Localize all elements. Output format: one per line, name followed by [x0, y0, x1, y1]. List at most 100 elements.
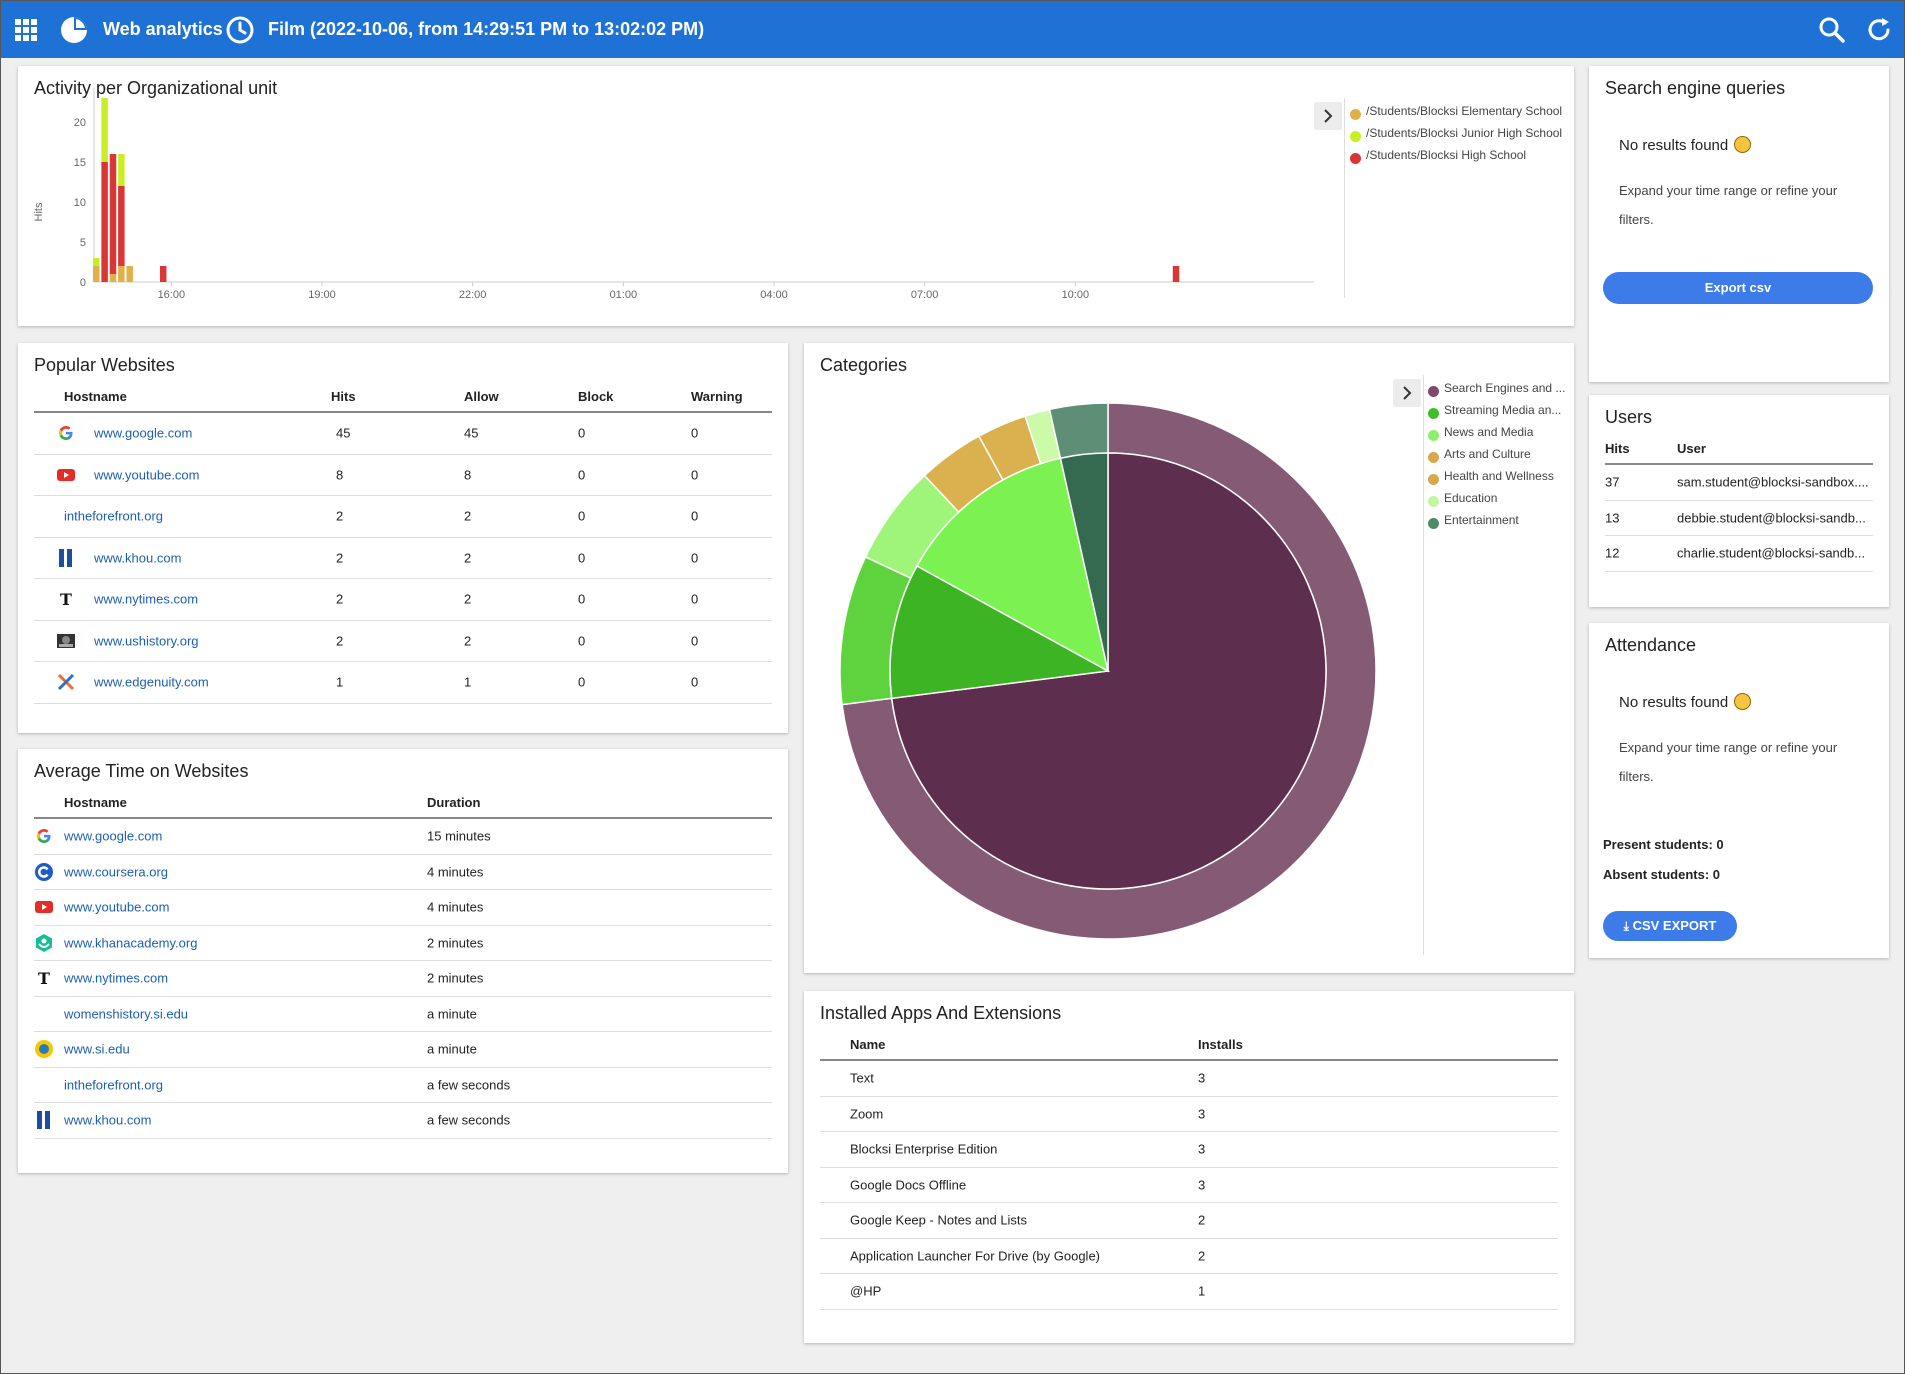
bar-segment[interactable]: [109, 274, 117, 282]
no-results-message: No results found: [1619, 136, 1752, 154]
bar-segment[interactable]: [126, 266, 133, 282]
activity-title: Activity per Organizational unit: [34, 78, 278, 98]
average-time-title: Average Time on Websites: [34, 761, 249, 781]
header-hits: Hits: [331, 389, 356, 404]
header-warning: Warning: [691, 389, 743, 404]
neutral-face-icon: [1734, 136, 1752, 153]
hostname-link[interactable]: www.google.com: [94, 425, 193, 441]
hostname-link[interactable]: www.ushistory.org: [94, 633, 199, 649]
x-tick-label: 01:00: [610, 289, 638, 301]
present-students: Present students: 0: [1603, 837, 1724, 852]
chevron-right-icon: [1324, 109, 1333, 123]
hostname-link[interactable]: www.khou.com: [64, 1112, 152, 1128]
categories-legend-item[interactable]: Search Engines and ...: [1428, 381, 1565, 403]
user-hits-value: 37: [1605, 474, 1620, 490]
export-csv-button[interactable]: Export csv: [1603, 272, 1873, 304]
hostname-link[interactable]: www.nytimes.com: [94, 591, 199, 607]
legend-swatch: [1350, 131, 1361, 142]
app-name: @HP: [850, 1283, 882, 1299]
bar-segment[interactable]: [93, 266, 100, 282]
outer-ring-slice[interactable]: [1048, 402, 1109, 460]
x-tick-label: 10:00: [1062, 289, 1090, 301]
table-row: www.edgenuity.com 1 1 0 0: [34, 662, 772, 704]
activity-legend-item[interactable]: /Students/Blocksi Junior High School: [1350, 126, 1562, 148]
hostname-link[interactable]: intheforefront.org: [64, 508, 164, 524]
activity-legend-item[interactable]: /Students/Blocksi Elementary School: [1350, 104, 1562, 126]
bar-segment[interactable]: [118, 154, 125, 186]
y-tick-label: 20: [74, 117, 86, 129]
installs-value: 2: [1198, 1248, 1206, 1264]
categories-legend-item[interactable]: Streaming Media an...: [1428, 403, 1565, 425]
categories-legend-item[interactable]: Education: [1428, 491, 1565, 513]
categories-legend-item[interactable]: Arts and Culture: [1428, 447, 1565, 469]
apps-grid-icon[interactable]: [15, 19, 37, 41]
y-tick-label: 15: [74, 157, 86, 169]
legend-swatch: [1428, 452, 1439, 463]
activity-legend: /Students/Blocksi Elementary School/Stud…: [1350, 104, 1562, 170]
bar-segment[interactable]: [101, 162, 108, 282]
bar-segment[interactable]: [1172, 266, 1180, 282]
categories-legend-item[interactable]: Entertainment: [1428, 513, 1565, 535]
table-row: www.youtube.com 4 minutes: [34, 890, 772, 926]
hostname-link[interactable]: www.khou.com: [94, 550, 182, 566]
table-row: www.khou.com 2 2 0 0: [34, 538, 772, 579]
categories-legend-item[interactable]: News and Media: [1428, 425, 1565, 447]
installed-apps-title: Installed Apps And Extensions: [820, 1003, 1062, 1023]
allow-value: 8: [464, 467, 472, 483]
average-time-card: Average Time on Websites Hostname Durati…: [18, 749, 788, 1173]
search-icon[interactable]: [1818, 16, 1846, 44]
activity-legend-item[interactable]: /Students/Blocksi High School: [1350, 148, 1562, 170]
edgenuity-icon: [56, 672, 76, 692]
table-row: 37 sam.student@blocksi-sandbox....: [1605, 465, 1873, 501]
hostname-link[interactable]: www.khanacademy.org: [64, 935, 198, 951]
hostname-link[interactable]: womenshistory.si.edu: [64, 1006, 189, 1022]
bar-segment[interactable]: [118, 186, 125, 266]
bar-segment[interactable]: [101, 98, 108, 162]
no-results-text: No results found: [1619, 694, 1729, 711]
user-email: sam.student@blocksi-sandbox....: [1677, 474, 1869, 490]
clock-icon[interactable]: [225, 15, 255, 45]
inner-pie-slice[interactable]: [889, 564, 1111, 700]
bar-segment[interactable]: [93, 258, 100, 266]
legend-label: Search Engines and ...: [1444, 381, 1566, 395]
legend-toggle-button[interactable]: [1314, 102, 1342, 130]
categories-legend-toggle[interactable]: [1393, 379, 1421, 407]
categories-legend-item[interactable]: Health and Wellness: [1428, 469, 1565, 491]
hostname-link[interactable]: www.youtube.com: [64, 899, 170, 915]
legend-label: /Students/Blocksi Junior High School: [1366, 126, 1563, 140]
hostname-link[interactable]: www.si.edu: [64, 1041, 130, 1057]
svg-text:T: T: [60, 590, 72, 609]
bar-segment[interactable]: [118, 266, 125, 282]
table-row: Google Docs Offline 3: [820, 1168, 1558, 1203]
legend-swatch: [1350, 109, 1361, 120]
legend-label: Arts and Culture: [1444, 447, 1531, 461]
average-time-table: Hostname Duration www.google.com 15 minut…: [34, 783, 772, 1139]
time-range-label[interactable]: Film (2022-10-06, from 14:29:51 PM to 13…: [268, 19, 705, 39]
csv-export-button[interactable]: ⤓ CSV EXPORT: [1603, 911, 1737, 941]
hostname-link[interactable]: www.nytimes.com: [64, 970, 169, 986]
block-value: 0: [578, 591, 586, 607]
installed-apps-table: Name Installs Text 3 Zoom 3 Blocksi Enterpri…: [820, 1025, 1558, 1310]
hits-value: 2: [336, 508, 344, 524]
coursera-icon: [34, 862, 54, 882]
refresh-icon[interactable]: [1865, 16, 1893, 44]
inner-pie-slice[interactable]: [915, 457, 1110, 673]
table-row: www.google.com 15 minutes: [34, 819, 772, 855]
hostname-link[interactable]: www.edgenuity.com: [94, 674, 209, 690]
hostname-link[interactable]: intheforefront.org: [64, 1077, 164, 1093]
allow-value: 45: [464, 425, 479, 441]
hostname-link[interactable]: www.coursera.org: [64, 864, 169, 880]
bar-segment[interactable]: [109, 154, 117, 274]
popular-websites-card: Popular Websites Hostname Hits Allow Blo…: [18, 343, 788, 733]
x-tick-label: 07:00: [911, 289, 939, 301]
header-user: User: [1677, 441, 1706, 456]
inner-pie-slice[interactable]: [1059, 452, 1109, 672]
header-duration: Duration: [427, 795, 481, 810]
hostname-link[interactable]: www.google.com: [64, 828, 163, 844]
bar-segment[interactable]: [159, 266, 167, 282]
hostname-link[interactable]: www.youtube.com: [94, 467, 200, 483]
legend-label: News and Media: [1444, 425, 1534, 439]
legend-swatch: [1428, 430, 1439, 441]
